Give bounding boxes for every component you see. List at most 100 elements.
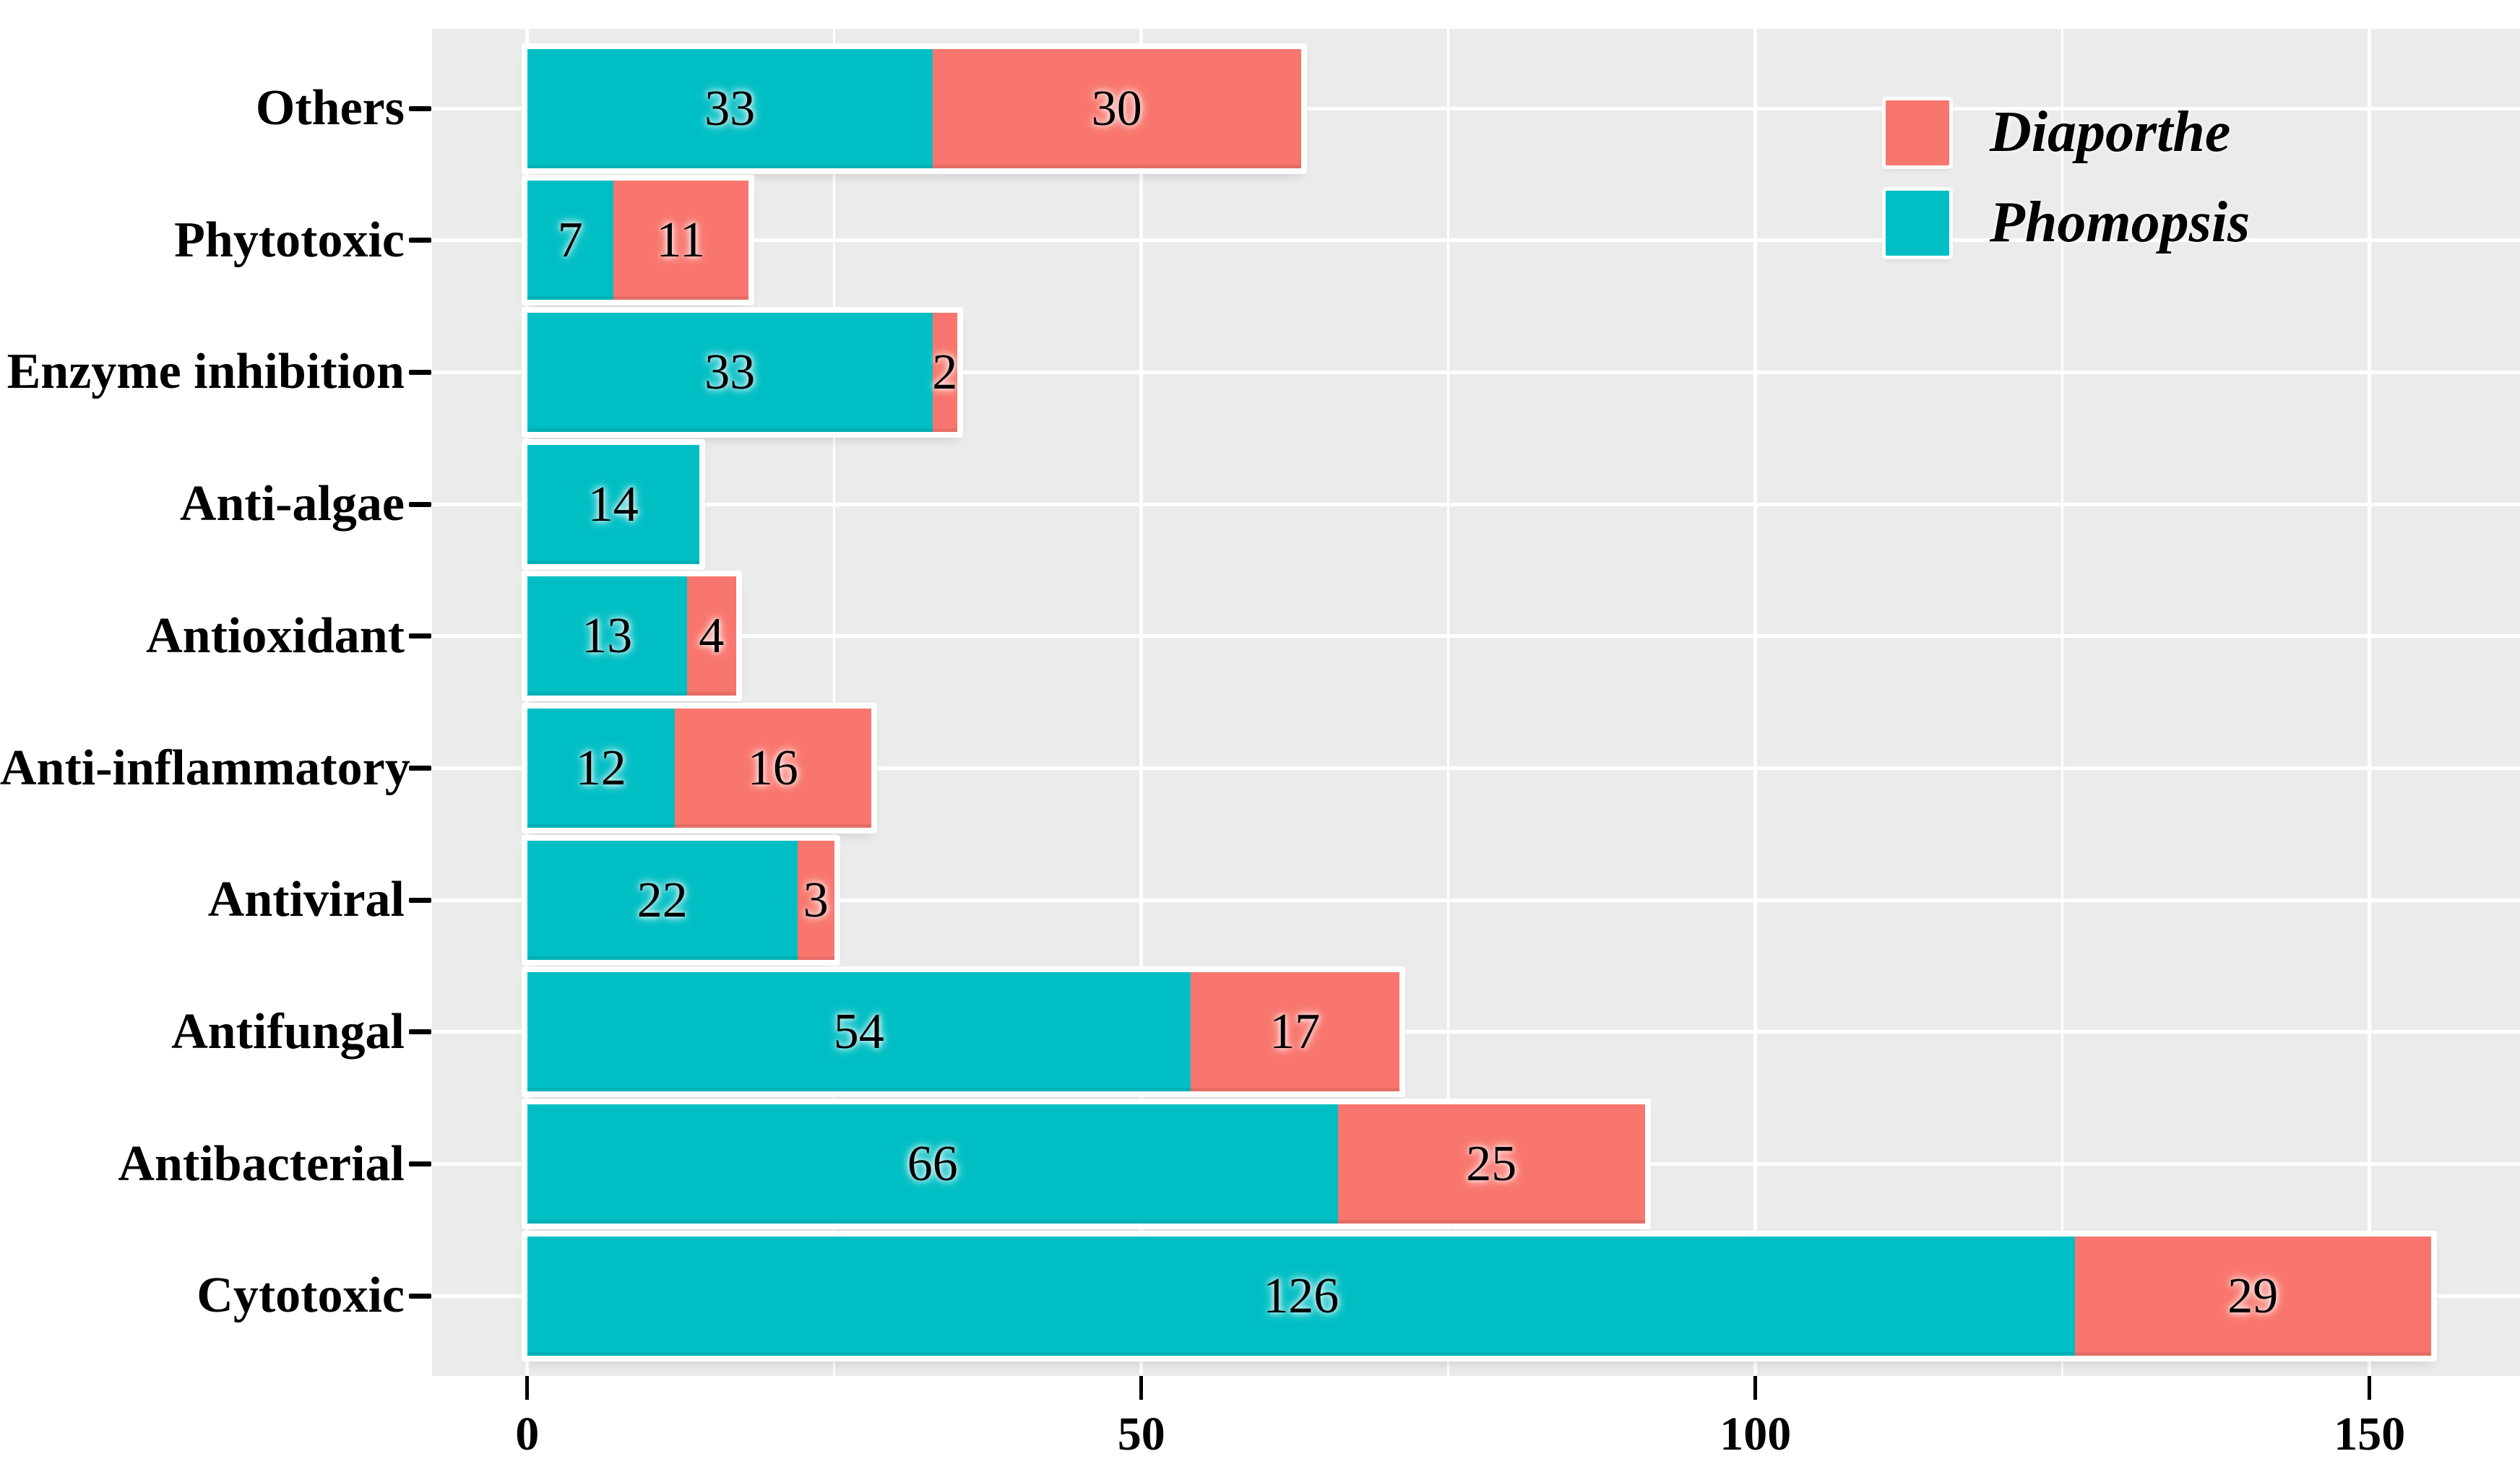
y-axis-label: Antioxidant	[146, 607, 405, 664]
bar-anti-inflammatory: 12 16	[527, 709, 871, 828]
x-axis-tick-label: 50	[1117, 1408, 1165, 1459]
y-axis-tick	[409, 369, 431, 375]
legend-key-diaporthe-swatch	[1886, 100, 1949, 165]
segment-diaporthe	[932, 312, 957, 432]
y-axis-label: Antiviral	[207, 872, 405, 928]
segment-phomopsis	[527, 576, 687, 696]
y-axis-tick	[409, 238, 431, 243]
bar-phytotoxic: 7 11	[527, 181, 748, 300]
bar-antioxidant: 13 4	[527, 576, 736, 696]
gridline-horizontal	[432, 898, 2520, 902]
y-axis-tick	[409, 1161, 431, 1167]
y-axis-label: Anti-inflammatory	[0, 740, 410, 796]
x-axis-tick	[1753, 1376, 1758, 1400]
bar-value-label-phomopsis: 66	[907, 1136, 958, 1192]
gridline-vertical-major	[1753, 29, 1758, 1376]
y-axis-label: Antifungal	[171, 1003, 405, 1060]
y-axis-label: Anti-algae	[179, 476, 405, 532]
bar-value-label-phomopsis: 7	[557, 212, 583, 269]
bar-antiviral: 22 3	[527, 840, 834, 960]
segment-phomopsis	[527, 840, 798, 960]
segment-diaporthe	[2074, 1236, 2431, 1356]
y-axis-label: Others	[255, 80, 405, 136]
y-axis-tick	[409, 501, 431, 507]
x-axis-tick	[525, 1376, 530, 1400]
gridline-vertical-major	[2368, 29, 2372, 1376]
segment-diaporthe	[674, 709, 871, 828]
bar-enzyme-inhibition: 33 2	[527, 312, 958, 432]
legend-key-phomopsis-swatch	[1886, 190, 1949, 256]
bar-antibacterial: 66 25	[527, 1104, 1645, 1224]
legend: Diaporthe Phomopsis	[1886, 100, 2250, 280]
bar-value-label-diaporthe: 4	[699, 608, 725, 664]
bar-value-label-diaporthe: 25	[1466, 1136, 1517, 1192]
gridline-horizontal	[432, 766, 2520, 770]
bar-value-label-phomopsis: 22	[637, 872, 688, 928]
y-axis-tick	[409, 766, 431, 771]
bar-value-label-diaporthe: 11	[656, 212, 705, 269]
y-axis-tick	[409, 897, 431, 903]
gridline-horizontal	[432, 634, 2520, 638]
x-axis-tick-label: 100	[1719, 1408, 1792, 1459]
gridline-horizontal	[432, 502, 2520, 506]
bar-anti-algae: 14	[527, 444, 699, 564]
gridline-vertical-minor	[2061, 29, 2064, 1376]
segment-diaporthe	[1337, 1104, 1645, 1224]
bar-value-label-diaporthe: 2	[932, 344, 958, 400]
bar-others: 33 30	[527, 48, 1301, 168]
legend-item-diaporthe: Diaporthe	[1886, 100, 2250, 165]
segment-phomopsis	[527, 312, 933, 432]
y-axis-tick	[409, 105, 431, 111]
y-axis-tick	[409, 633, 431, 639]
bar-value-label-phomopsis: 54	[833, 1004, 884, 1060]
x-axis-tick	[2368, 1376, 2372, 1400]
segment-phomopsis	[527, 181, 613, 300]
bar-value-label-diaporthe: 17	[1269, 1004, 1321, 1060]
bar-value-label-phomopsis: 12	[575, 740, 626, 796]
gridline-horizontal	[432, 370, 2520, 374]
segment-phomopsis	[527, 444, 699, 564]
y-axis-label: Antibacterial	[118, 1135, 405, 1192]
x-axis-tick-label: 150	[2334, 1408, 2406, 1459]
legend-label: Diaporthe	[1990, 100, 2231, 164]
gridline-vertical-minor	[1447, 29, 1450, 1376]
bar-antifungal: 54 17	[527, 972, 1399, 1092]
gridline-vertical-major	[1139, 29, 1144, 1376]
segment-diaporthe	[797, 840, 834, 960]
legend-label: Phomopsis	[1990, 191, 2251, 254]
bar-value-label-diaporthe: 3	[803, 872, 829, 928]
plot-panel: 33 30 7 11 33 2 14 13 4 12 16 22 3 54 17 66 25 126 29 Diapo…	[432, 29, 2520, 1376]
x-axis-tick-label: 0	[515, 1408, 540, 1459]
bar-value-label-diaporthe: 30	[1091, 80, 1142, 137]
gridline-vertical-major	[525, 29, 530, 1376]
gridline-horizontal	[432, 238, 2520, 243]
bar-value-label-phomopsis: 33	[704, 80, 756, 137]
bar-value-label-phomopsis: 126	[1263, 1268, 1339, 1324]
bar-cytotoxic: 126 29	[527, 1236, 2431, 1356]
segment-phomopsis	[527, 1104, 1338, 1224]
segment-diaporthe	[686, 576, 736, 696]
bar-value-label-diaporthe: 29	[2227, 1268, 2279, 1324]
y-axis-tick	[409, 1293, 431, 1299]
y-axis-label: Enzyme inhibition	[7, 344, 405, 400]
segment-phomopsis	[527, 709, 675, 828]
bar-value-label-phomopsis: 33	[704, 344, 756, 400]
y-axis-label: Cytotoxic	[197, 1268, 405, 1324]
gridline-horizontal	[432, 1030, 2520, 1034]
segment-diaporthe	[932, 48, 1301, 168]
legend-item-phomopsis: Phomopsis	[1886, 190, 2250, 256]
gridline-horizontal	[432, 106, 2520, 111]
x-axis-tick	[1139, 1376, 1144, 1400]
y-axis-label: Phytotoxic	[174, 212, 405, 268]
segment-diaporthe	[613, 181, 748, 300]
segment-phomopsis	[527, 972, 1191, 1092]
bar-value-label-phomopsis: 13	[582, 608, 633, 664]
bar-value-label-phomopsis: 14	[587, 476, 639, 532]
bar-value-label-diaporthe: 16	[747, 740, 798, 796]
segment-phomopsis	[527, 48, 933, 168]
y-axis-tick	[409, 1029, 431, 1035]
segment-diaporthe	[1190, 972, 1399, 1092]
segment-phomopsis	[527, 1236, 2075, 1356]
gridline-vertical-minor	[833, 29, 836, 1376]
